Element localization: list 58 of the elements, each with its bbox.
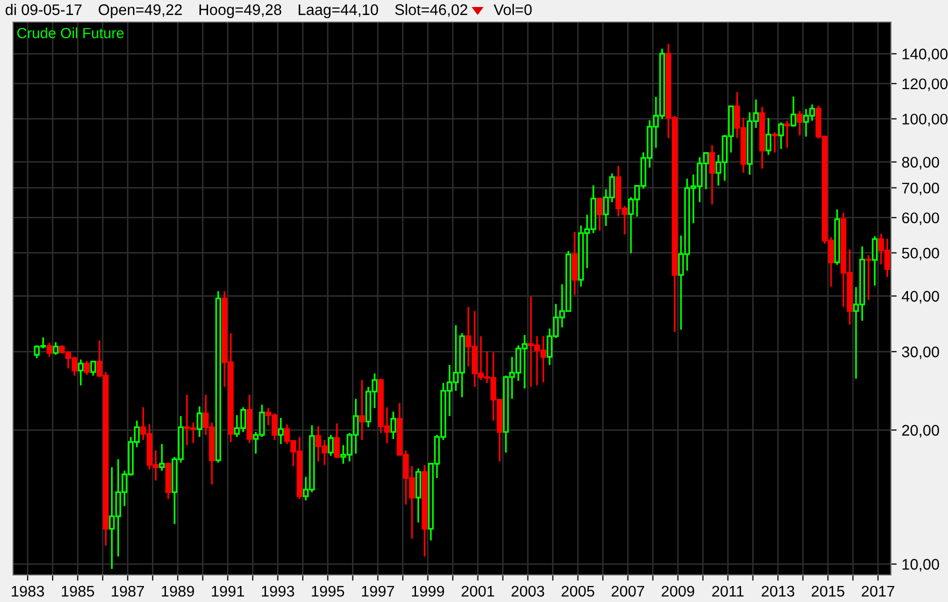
candlestick [359,379,365,441]
x-tick-label: 2009 [662,586,694,597]
candlestick [709,144,715,206]
text: Hoog=49,28 [200,4,282,18]
candlestick [766,117,772,156]
x-tick-label: 2015 [812,586,844,597]
x-tick-label: 2017 [862,586,894,597]
x-tick-label: 1983 [12,586,44,597]
y-tick-label: 30,00 [902,346,940,360]
y-tick-label: 10,00 [902,558,940,572]
candlestick [328,434,334,457]
x-tick-label: 1989 [162,586,194,597]
candlestick [78,358,84,386]
candlestick [278,417,284,445]
x-tick-label: 1985 [62,586,94,597]
chart-title: Crude Oil Future [17,28,124,38]
x-tick-label: 1997 [362,586,394,597]
candlestick [790,96,796,128]
candlestick [778,122,784,150]
x-tick-label: 1993 [262,586,294,597]
candlestick [84,360,90,376]
candlestick [46,342,52,358]
candlestick [90,360,96,376]
y-tick-label: 40,00 [902,290,940,304]
text: di 09-05-17 [6,4,82,16]
y-tick-label: 60,00 [902,212,940,226]
candlestick [196,406,202,438]
x-tick-label: 2005 [562,586,594,597]
y-tick-label: 20,00 [902,424,940,438]
candlestick [390,410,396,440]
y-tick-label: 80,00 [902,156,940,170]
x-tick-label: 2013 [762,586,794,597]
candlestick [772,131,778,154]
y-tick-label: 50,00 [902,248,940,260]
text: Open=49,22 [98,4,182,18]
candlestick [52,341,59,356]
text: Vol=0 [494,4,532,16]
candlestick [596,196,603,232]
x-tick-label: 2003 [512,586,544,597]
x-tick-label: 1991 [212,586,244,597]
y-tick-label: 140,00 [902,48,948,62]
candlestick [796,110,803,136]
candlestick [866,254,872,301]
candlestick [159,443,165,472]
x-tick-label: 1987 [112,586,144,597]
candlestick [334,422,340,459]
candlestick [784,120,790,149]
x-tick-label: 2011 [712,586,744,597]
text: Laag=44,10 [298,4,378,18]
y-tick-label: 100,00 [902,114,948,126]
x-tick-label: 2001 [462,586,494,597]
x-tick-label: 2007 [612,586,644,597]
x-tick-label: 1995 [312,586,344,597]
candlestick [872,235,878,286]
y-tick-label: 120,00 [902,78,948,92]
y-tick-label: 70,00 [902,182,940,196]
x-tick-label: 1999 [412,586,444,597]
text: Slot=46,02 [395,4,468,17]
